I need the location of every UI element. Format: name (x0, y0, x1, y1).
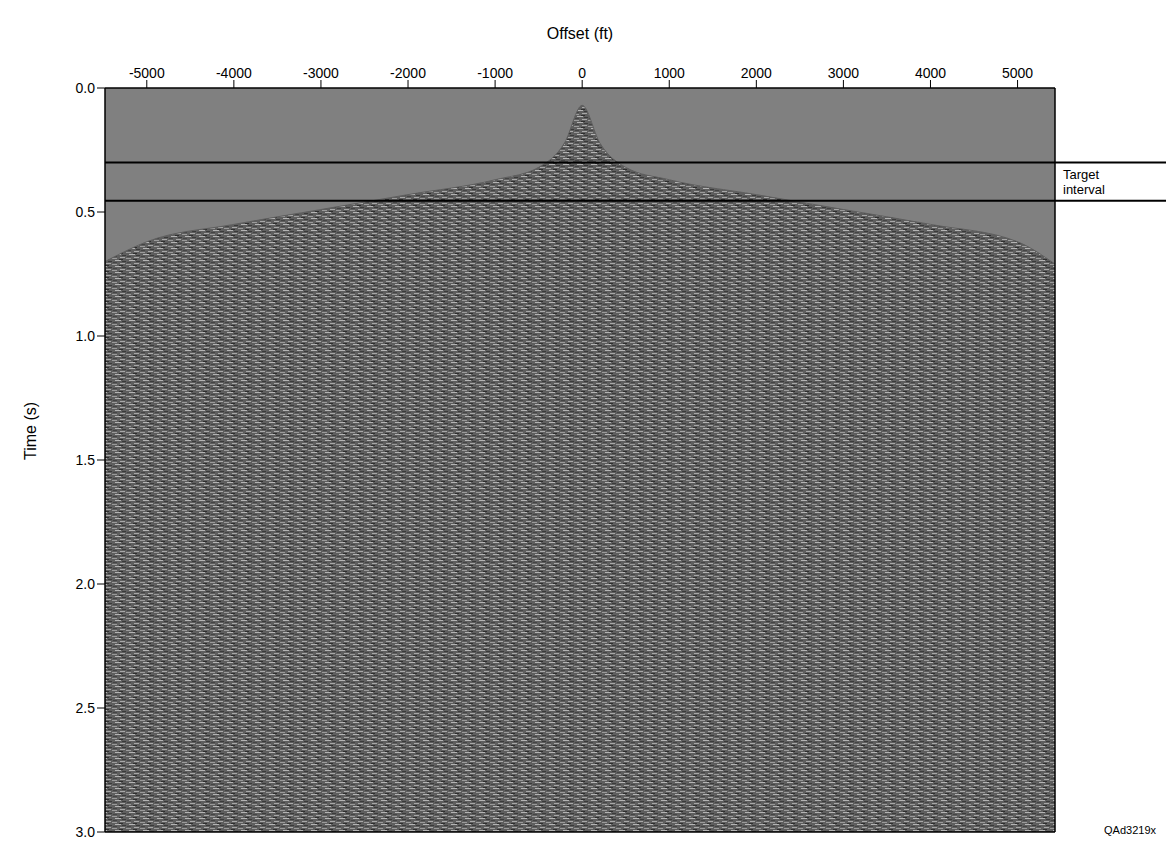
svg-text:1.0: 1.0 (76, 328, 96, 344)
svg-text:-3000: -3000 (303, 65, 339, 81)
svg-text:Offset (ft): Offset (ft) (547, 25, 613, 42)
svg-text:2.5: 2.5 (76, 700, 96, 716)
svg-text:Time (s): Time (s) (22, 402, 39, 460)
svg-text:Targetinterval: Targetinterval (1063, 167, 1105, 197)
svg-text:3.0: 3.0 (76, 824, 96, 840)
svg-text:1000: 1000 (654, 65, 685, 81)
svg-text:2000: 2000 (741, 65, 772, 81)
svg-text:5000: 5000 (1002, 65, 1033, 81)
svg-text:-4000: -4000 (216, 65, 252, 81)
svg-text:-2000: -2000 (390, 65, 426, 81)
svg-text:1.5: 1.5 (76, 452, 96, 468)
html-text:QAd3219x: QAd3219x (1104, 824, 1156, 836)
svg-text:0.5: 0.5 (76, 204, 96, 220)
svg-text:2.0: 2.0 (76, 576, 96, 592)
svg-text:3000: 3000 (828, 65, 859, 81)
svg-text:0.0: 0.0 (76, 80, 96, 96)
svg-text:-5000: -5000 (129, 65, 165, 81)
svg-text:-1000: -1000 (477, 65, 513, 81)
svg-text:4000: 4000 (915, 65, 946, 81)
svg-text:0: 0 (578, 65, 586, 81)
